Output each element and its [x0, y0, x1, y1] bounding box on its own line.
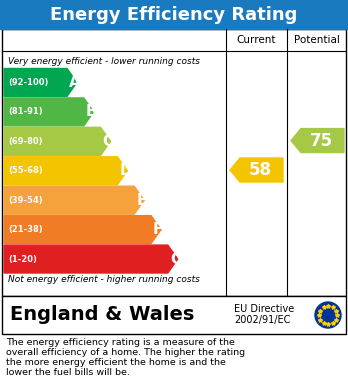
Polygon shape	[4, 127, 111, 155]
Polygon shape	[4, 216, 161, 244]
Text: (1-20): (1-20)	[8, 255, 37, 264]
Text: D: D	[119, 163, 132, 178]
Bar	[2, 296, 346, 334]
Bar	[0, 0, 348, 29]
Text: 75: 75	[310, 131, 333, 150]
Polygon shape	[4, 68, 77, 97]
Text: (39-54): (39-54)	[8, 196, 42, 204]
Text: EU Directive: EU Directive	[234, 304, 294, 314]
Text: Not energy efficient - higher running costs: Not energy efficient - higher running co…	[8, 274, 200, 283]
Text: (81-91): (81-91)	[8, 108, 42, 117]
Polygon shape	[230, 158, 283, 182]
Polygon shape	[4, 157, 127, 185]
Text: lower the fuel bills will be.: lower the fuel bills will be.	[6, 368, 130, 377]
Text: B: B	[86, 104, 97, 119]
Text: England & Wales: England & Wales	[10, 305, 195, 325]
Polygon shape	[4, 98, 94, 126]
Text: (69-80): (69-80)	[8, 137, 42, 146]
Text: C: C	[103, 134, 114, 149]
Text: (21-38): (21-38)	[8, 225, 42, 234]
Text: Potential: Potential	[294, 35, 339, 45]
Text: 2002/91/EC: 2002/91/EC	[234, 315, 290, 325]
Polygon shape	[4, 245, 178, 273]
Text: The energy efficiency rating is a measure of the: The energy efficiency rating is a measur…	[6, 338, 235, 347]
Text: (92-100): (92-100)	[8, 78, 48, 87]
Polygon shape	[4, 186, 144, 214]
Text: A: A	[69, 75, 81, 90]
Text: G: G	[170, 251, 182, 267]
Polygon shape	[291, 129, 344, 152]
Text: E: E	[136, 193, 147, 208]
Text: Current: Current	[237, 35, 276, 45]
Bar	[2, 29, 346, 296]
Text: Very energy efficient - lower running costs: Very energy efficient - lower running co…	[8, 57, 200, 66]
Circle shape	[315, 302, 341, 328]
Text: the more energy efficient the home is and the: the more energy efficient the home is an…	[6, 358, 226, 367]
Text: Energy Efficiency Rating: Energy Efficiency Rating	[50, 5, 298, 23]
Text: (55-68): (55-68)	[8, 166, 43, 175]
Text: overall efficiency of a home. The higher the rating: overall efficiency of a home. The higher…	[6, 348, 245, 357]
Text: F: F	[153, 222, 163, 237]
Text: 58: 58	[249, 161, 272, 179]
